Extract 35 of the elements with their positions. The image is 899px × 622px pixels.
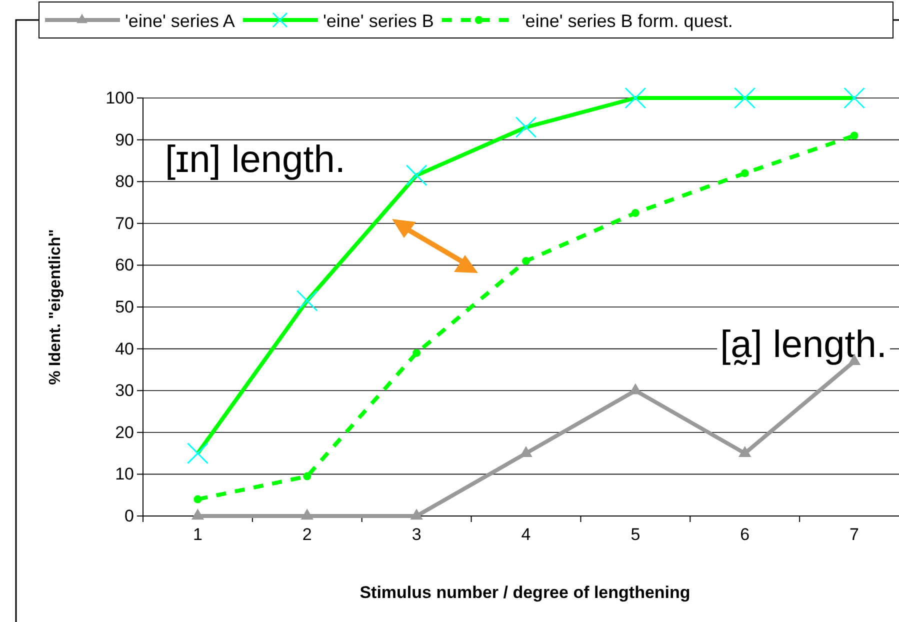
x-tick-label: 7	[850, 525, 860, 544]
legend-label: 'eine' series B	[322, 11, 434, 31]
y-tick-label: 70	[115, 214, 134, 233]
point	[410, 508, 423, 520]
point	[631, 208, 640, 217]
point	[412, 349, 421, 357]
point	[300, 508, 314, 520]
x-tick-label: 4	[521, 525, 531, 544]
point	[740, 169, 749, 178]
y-tick-label: 80	[115, 172, 134, 192]
y-tick-label: 0	[124, 506, 134, 526]
legend-label: 'eine' series B form. quest.	[522, 11, 733, 31]
legend-label: 'eine' series A	[125, 11, 235, 31]
x-tick-label: 2	[302, 525, 312, 544]
x-axis-title: Stimulus number / degree of lengthening	[360, 583, 690, 602]
y-tick-label: 20	[115, 422, 134, 442]
point	[191, 508, 204, 520]
annotation: [a̰] length.	[720, 324, 887, 366]
y-tick-label: 10	[115, 464, 134, 484]
y-tick-label: 30	[115, 381, 134, 400]
annotation: [ɪn] length.	[165, 139, 346, 181]
point	[738, 446, 752, 457]
y-tick-label: 50	[115, 297, 134, 316]
y-tick-label: 100	[106, 88, 134, 108]
point	[303, 472, 312, 480]
x-tick-label: 1	[192, 525, 202, 544]
x-tick-label: 5	[630, 525, 640, 544]
x-tick-label: 6	[740, 525, 750, 544]
y-tick-label: 90	[115, 130, 134, 150]
point	[522, 257, 530, 265]
y-tick-label: 60	[115, 256, 134, 275]
x-tick-label: 3	[412, 525, 422, 544]
y-tick-label: 40	[115, 339, 134, 358]
point	[850, 132, 858, 140]
y-axis-title: % Ident. "eigentlich"	[47, 229, 64, 385]
